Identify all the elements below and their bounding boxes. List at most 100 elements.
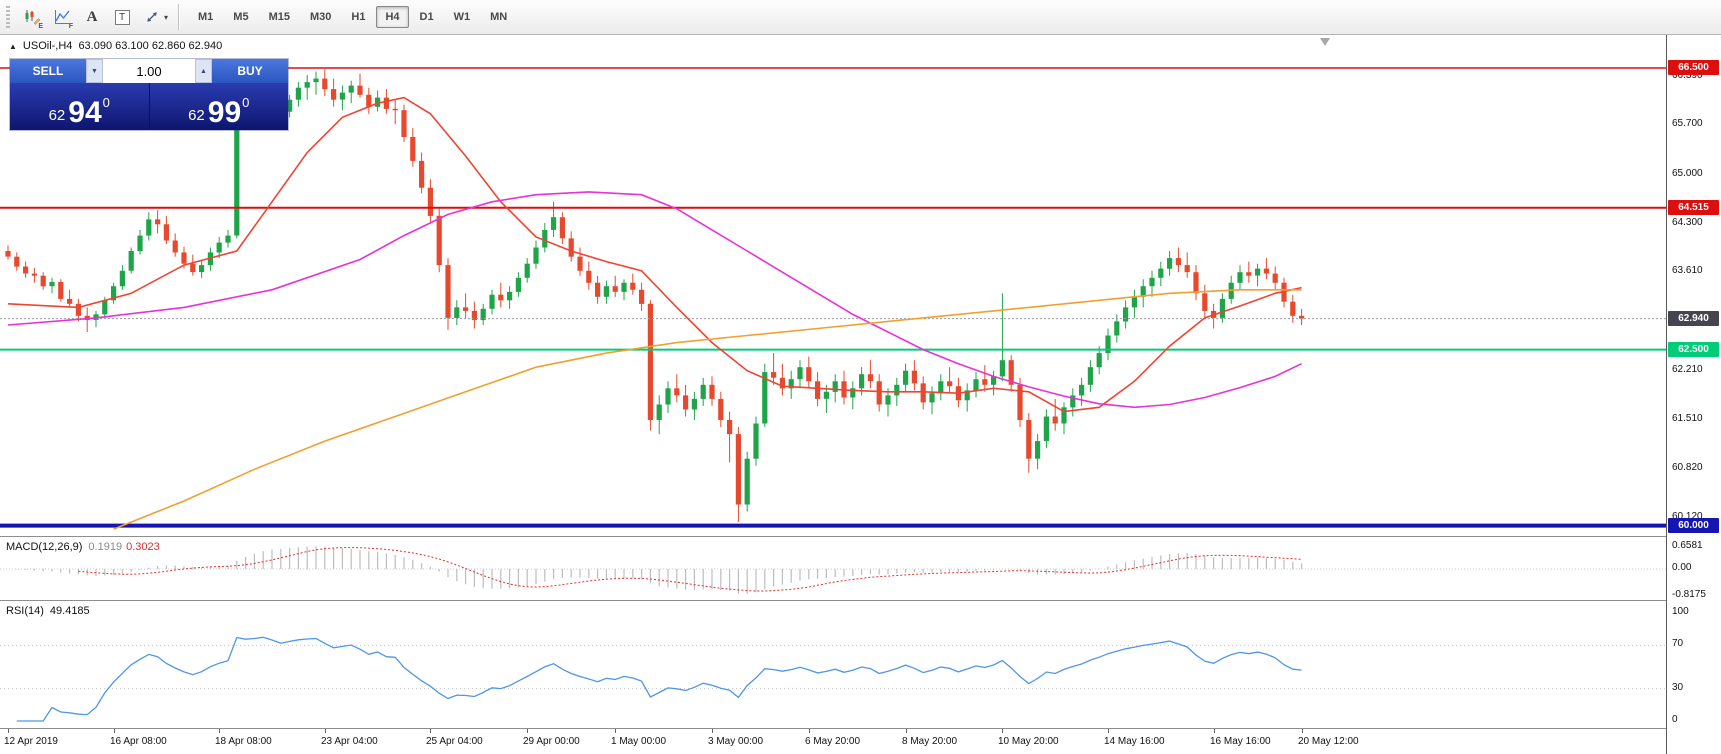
time-tick-label: 18 Apr 08:00 bbox=[215, 736, 272, 747]
sell-button[interactable]: SELL bbox=[10, 59, 86, 83]
time-tick-label: 16 Apr 08:00 bbox=[110, 736, 167, 747]
bid-small-digits: 62 bbox=[48, 107, 66, 124]
time-tick-mark bbox=[809, 729, 810, 733]
candles-pencil-icon bbox=[25, 10, 40, 25]
time-tick-label: 10 May 20:00 bbox=[998, 736, 1059, 747]
time-tick-mark bbox=[8, 729, 9, 733]
timeframe-w1[interactable]: W1 bbox=[453, 11, 471, 23]
macd-name: MACD(12,26,9) bbox=[6, 541, 83, 553]
toolbar-separator bbox=[178, 4, 180, 30]
time-tick-label: 14 May 16:00 bbox=[1104, 736, 1165, 747]
macd-pane[interactable]: MACD(12,26,9) 0.1919 0.3023 bbox=[0, 536, 1666, 600]
rsi-pane[interactable]: RSI(14) 49.4185 bbox=[0, 600, 1666, 728]
time-tick-label: 20 May 12:00 bbox=[1298, 736, 1359, 747]
axis-tick-label: 60.120 bbox=[1672, 511, 1703, 523]
text-label-icon[interactable]: A bbox=[78, 4, 106, 31]
ohlc-values: 63.090 63.100 62.860 62.940 bbox=[78, 40, 223, 52]
time-tick-label: 16 May 16:00 bbox=[1210, 736, 1271, 747]
timeframe-m30[interactable]: M30 bbox=[309, 11, 332, 23]
time-tick-mark bbox=[1214, 729, 1215, 733]
ask-pip-digit: 0 bbox=[242, 95, 250, 110]
axis-tick-label: 0 bbox=[1672, 714, 1678, 725]
toolbar-grip[interactable] bbox=[6, 6, 10, 28]
axis-tick-label: 0.6581 bbox=[1672, 540, 1703, 552]
rsi-canvas[interactable] bbox=[0, 601, 1666, 728]
timeframe-h1[interactable]: H1 bbox=[351, 11, 366, 23]
timeframe-m1[interactable]: M1 bbox=[198, 11, 214, 23]
bid-price[interactable]: 62 94 0 bbox=[10, 83, 149, 130]
price-level-badge: 62.940 bbox=[1668, 310, 1719, 326]
indicator-list-icon[interactable]: F bbox=[48, 4, 76, 31]
arrow-tools-icon[interactable] bbox=[138, 4, 166, 31]
trade-panel-quotes: 62 94 0 62 99 0 bbox=[10, 83, 288, 130]
time-axis[interactable]: 12 Apr 2019 16 Apr 08:00 18 Apr 08:00 23 Ap… bbox=[0, 728, 1666, 754]
timeframe-mn[interactable]: MN bbox=[490, 11, 508, 23]
axis-tick-label: 61.510 bbox=[1672, 413, 1703, 425]
dropdown-caret-icon[interactable]: ▾ bbox=[164, 12, 169, 22]
text-tool-icon[interactable]: T bbox=[108, 4, 136, 31]
axis-tick-label: 30 bbox=[1672, 681, 1684, 693]
time-tick-label: 29 Apr 00:00 bbox=[523, 736, 580, 747]
time-tick-mark bbox=[325, 729, 326, 733]
axis-tick-label: 0.00 bbox=[1672, 562, 1692, 573]
macd-signal-value: 0.3023 bbox=[126, 541, 160, 553]
rsi-name: RSI(14) bbox=[6, 605, 44, 617]
ask-small-digits: 62 bbox=[188, 107, 205, 124]
buy-button[interactable]: BUY bbox=[212, 59, 288, 83]
price-level-badge: 60.000 bbox=[1668, 517, 1719, 533]
time-tick-label: 12 Apr 2019 bbox=[4, 736, 58, 747]
macd-canvas[interactable] bbox=[0, 537, 1666, 600]
volume-up-button[interactable]: ▲ bbox=[195, 59, 212, 83]
timeframe-d1[interactable]: D1 bbox=[419, 11, 434, 23]
chart-title: ▲ USOil-,H4 63.090 63.100 62.860 62.940 bbox=[9, 40, 222, 52]
axis-tick-label: 65.700 bbox=[1672, 118, 1703, 130]
one-click-trading-panel: SELL ▼ 1.00 ▲ BUY 62 94 0 62 99 0 bbox=[10, 59, 288, 130]
timeframe-m15[interactable]: M15 bbox=[268, 11, 290, 23]
ask-price[interactable]: 62 99 0 bbox=[149, 83, 288, 130]
rsi-indicator-label: RSI(14) 49.4185 bbox=[6, 605, 90, 617]
axis-tick-label: 62.210 bbox=[1672, 364, 1703, 376]
volume-down-button[interactable]: ▼ bbox=[86, 59, 103, 83]
time-tick-mark bbox=[527, 729, 528, 733]
time-tick-mark bbox=[430, 729, 431, 733]
chart-objects-icon[interactable]: E bbox=[18, 4, 46, 31]
axis-tick-label: -0.8175 bbox=[1672, 588, 1706, 600]
time-tick-mark bbox=[219, 729, 220, 733]
letter-t-glyph: T bbox=[114, 9, 130, 25]
icon-sub-label: F bbox=[68, 22, 73, 30]
price-chart-pane[interactable]: ▲ USOil-,H4 63.090 63.100 62.860 62.940 … bbox=[0, 35, 1666, 536]
time-tick-mark bbox=[1108, 729, 1109, 733]
price-level-badge: 66.500 bbox=[1668, 60, 1719, 75]
symbol-period-label: USOil-,H4 bbox=[22, 40, 73, 52]
time-tick-label: 25 Apr 04:00 bbox=[426, 736, 483, 747]
price-axis[interactable]: 66.390 65.700 65.000 64.300 63.610 62.210 61.5… bbox=[1666, 35, 1721, 754]
time-tick-mark bbox=[1302, 729, 1303, 733]
axis-tick-label: 64.300 bbox=[1672, 216, 1703, 228]
macd-indicator-label: MACD(12,26,9) 0.1919 0.3023 bbox=[6, 541, 160, 553]
trade-panel-controls: SELL ▼ 1.00 ▲ BUY bbox=[10, 59, 288, 83]
time-tick-mark bbox=[712, 729, 713, 733]
indicator-curve-icon bbox=[55, 10, 70, 24]
main-toolbar: E F A T ▾ M1 M5 M15 M30 H1 H4 D1 W1 MN bbox=[0, 0, 1721, 35]
bid-pip-digit: 0 bbox=[102, 95, 110, 110]
volume-input[interactable]: 1.00 bbox=[103, 59, 195, 83]
axis-tick-label: 66.390 bbox=[1672, 69, 1703, 81]
axis-tick-label: 65.000 bbox=[1672, 167, 1703, 179]
time-tick-mark bbox=[906, 729, 907, 733]
price-level-badge: 64.515 bbox=[1668, 199, 1719, 215]
time-tick-mark bbox=[114, 729, 115, 733]
bid-big-digits: 94 bbox=[68, 95, 102, 129]
axis-tick-label: 60.820 bbox=[1672, 461, 1703, 473]
icon-sub-label: E bbox=[38, 22, 43, 30]
price-level-badge: 62.500 bbox=[1668, 341, 1719, 357]
time-tick-label: 6 May 20:00 bbox=[805, 736, 861, 747]
diagonal-arrows-icon bbox=[147, 12, 157, 22]
axis-tick-label: 100 bbox=[1672, 606, 1689, 617]
time-tick-label: 1 May 00:00 bbox=[611, 736, 667, 747]
time-tick-mark bbox=[1002, 729, 1003, 733]
timeframe-m5[interactable]: M5 bbox=[233, 11, 249, 23]
letter-a-glyph: A bbox=[86, 8, 98, 25]
timeframe-h4[interactable]: H4 bbox=[376, 6, 409, 28]
axis-tick-label: 70 bbox=[1672, 638, 1684, 650]
